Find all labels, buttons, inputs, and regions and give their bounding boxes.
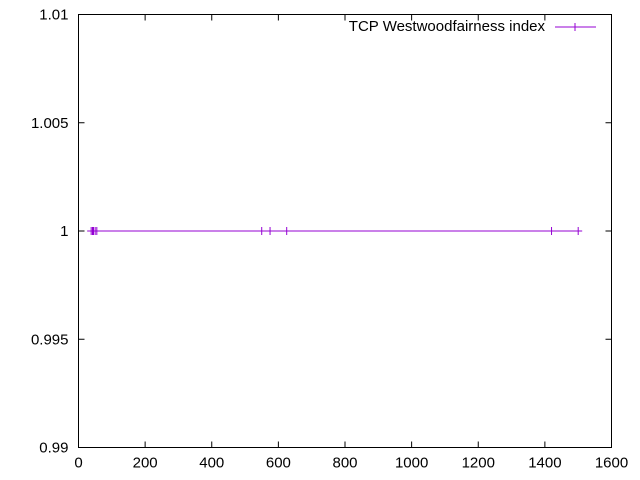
x-axis-ticks: 0 200 400 600 800 1000 1200 1400 1600 [74, 14, 628, 472]
x-tick-label: 600 [266, 455, 291, 472]
y-axis-ticks: 0.99 0.995 1 1.005 1.01 [31, 7, 612, 457]
y-tick-label: 1 [60, 223, 68, 240]
x-tick-label: 800 [332, 455, 357, 472]
data-point [282, 227, 291, 235]
y-tick-label: 0.995 [31, 331, 69, 348]
y-tick-label: 1.005 [31, 115, 69, 132]
series-layer [87, 227, 583, 235]
x-tick-label: 1000 [395, 455, 428, 472]
y-tick-label: 0.99 [39, 440, 68, 457]
x-tick-label: 1600 [595, 455, 628, 472]
x-tick-label: 1400 [528, 455, 561, 472]
data-point [574, 227, 583, 235]
data-point [257, 227, 266, 235]
x-tick-label: 1200 [462, 455, 495, 472]
x-tick-label: 0 [74, 455, 82, 472]
y-tick-label: 1.01 [39, 7, 68, 24]
x-tick-label: 200 [133, 455, 158, 472]
x-tick-label: 400 [199, 455, 224, 472]
data-point [92, 227, 101, 235]
legend-label: TCP Westwoodfairness index [349, 18, 546, 35]
data-point [547, 227, 556, 235]
legend: TCP Westwoodfairness index [349, 18, 596, 35]
data-point [266, 227, 275, 235]
